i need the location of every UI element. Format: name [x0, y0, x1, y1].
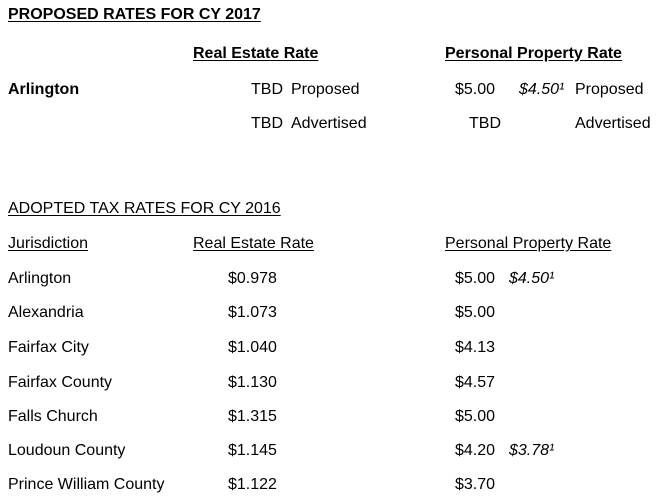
proposed-pp-alt-value: $4.50¹ [519, 81, 565, 98]
adopted-row-real-estate: $1.130 [228, 374, 277, 391]
proposed-re-status: Proposed [291, 81, 360, 98]
adopted-row-real-estate: $1.315 [228, 408, 277, 425]
adopted-row-jurisdiction: Alexandria [8, 304, 84, 321]
adopted-row-real-estate: $1.073 [228, 304, 277, 321]
proposed-pp-status: Proposed [575, 81, 644, 98]
adopted-row-personal-property-alt: $4.50¹ [509, 270, 555, 287]
adopted-row-real-estate: $1.122 [228, 476, 277, 493]
adopted-row-real-estate: $0.978 [228, 270, 277, 287]
adopted-heading: ADOPTED TAX RATES FOR CY 2016 [8, 200, 281, 217]
adopted-row-jurisdiction: Prince William County [8, 476, 165, 493]
adopted-real-estate-header: Real Estate Rate [193, 235, 314, 252]
adopted-row-personal-property: $5.00 [455, 408, 496, 425]
proposed-re-value: TBD [251, 81, 283, 98]
adopted-row-personal-property: $5.00 [455, 304, 496, 321]
adopted-row-jurisdiction: Loudoun County [8, 442, 126, 459]
advertised-re-status: Advertised [291, 115, 367, 132]
adopted-row-personal-property: $5.00 [455, 270, 496, 287]
adopted-personal-property-header: Personal Property Rate [445, 235, 612, 252]
adopted-row-personal-property: $3.70 [455, 476, 496, 493]
adopted-row-personal-property: $4.20 [455, 442, 496, 459]
proposed-real-estate-header: Real Estate Rate [193, 45, 319, 62]
proposed-pp-value: $5.00 [455, 81, 496, 98]
advertised-pp-value: TBD [469, 115, 501, 132]
adopted-jurisdiction-header: Jurisdiction [8, 235, 89, 252]
adopted-row-jurisdiction: Fairfax County [8, 374, 113, 391]
adopted-row-personal-property-alt: $3.78¹ [509, 442, 555, 459]
proposed-jurisdiction: Arlington [8, 81, 80, 98]
adopted-row-real-estate: $1.040 [228, 339, 277, 356]
advertised-re-value: TBD [251, 115, 283, 132]
adopted-row-real-estate: $1.145 [228, 442, 277, 459]
adopted-row-personal-property: $4.13 [455, 339, 496, 356]
proposed-personal-property-header: Personal Property Rate [445, 45, 622, 62]
adopted-row-jurisdiction: Falls Church [8, 408, 98, 425]
adopted-row-personal-property: $4.57 [455, 374, 496, 391]
proposed-heading: PROPOSED RATES FOR CY 2017 [8, 6, 261, 23]
advertised-pp-status: Advertised [575, 115, 651, 132]
adopted-row-jurisdiction: Fairfax City [8, 339, 89, 356]
adopted-row-jurisdiction: Arlington [8, 270, 72, 287]
